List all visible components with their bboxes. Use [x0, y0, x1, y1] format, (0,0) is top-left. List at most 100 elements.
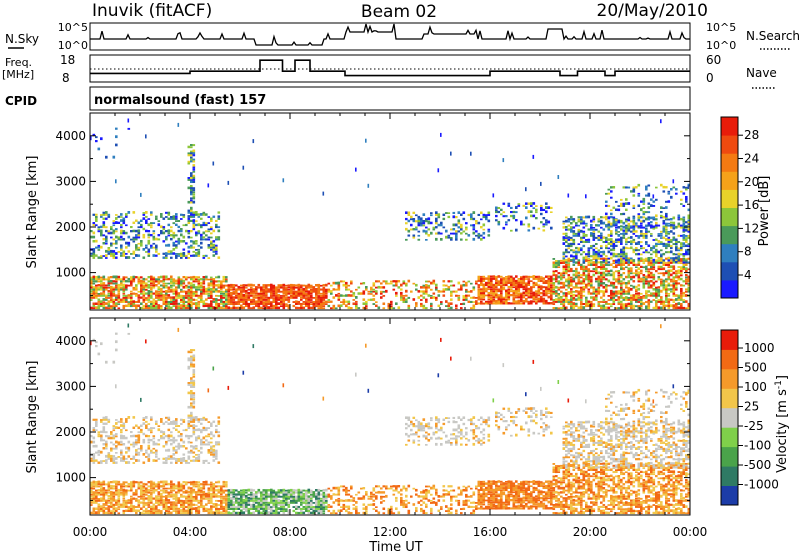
velocity-echo-cell	[112, 436, 116, 440]
power-echo-cell	[492, 296, 496, 299]
nsky-label: N.Sky	[5, 32, 39, 46]
power-echo-cell	[200, 281, 203, 285]
power-echo-cell	[395, 295, 398, 297]
power-echo-cell	[570, 267, 573, 271]
power-echo-cell	[312, 302, 316, 305]
power-echo-cell	[425, 232, 428, 235]
power-echo-cell	[577, 248, 581, 252]
power-echo-cell	[217, 238, 221, 241]
power-echo-cell	[605, 270, 608, 273]
power-echo-cell	[342, 298, 346, 301]
power-echo-cell	[587, 284, 591, 287]
power-echo-cell	[180, 233, 183, 237]
power-echo-cell	[435, 287, 438, 291]
power-echo-cell	[122, 238, 126, 241]
power-echo-cell	[660, 235, 663, 237]
power-echo-cell	[655, 286, 658, 289]
power-echo-cell	[407, 234, 411, 237]
power-echo-cell	[672, 284, 676, 287]
power-echo-cell	[427, 221, 431, 225]
velocity-echo-cell	[120, 440, 123, 444]
power-echo-cell	[552, 299, 556, 301]
velocity-echo-cell	[152, 440, 156, 444]
power-echo-cell	[150, 286, 153, 289]
power-echo-cell	[102, 306, 106, 310]
power-echo-cell	[120, 238, 123, 241]
power-echo-cell	[95, 216, 98, 218]
power-echo-cell	[187, 298, 191, 301]
power-echo-cell	[305, 287, 308, 291]
power-echo-cell	[682, 295, 686, 297]
power-echo-cell	[630, 242, 633, 246]
power-echo-cell	[162, 298, 166, 301]
power-echo-cell	[112, 294, 116, 297]
power-echo-cell	[215, 300, 218, 303]
power-echo-cell	[317, 304, 321, 307]
power-echo-cell	[610, 232, 613, 235]
power-echo-cell	[192, 170, 196, 173]
power-echo-cell	[637, 292, 641, 295]
power-echo-cell	[302, 301, 306, 303]
power-echo-cell	[560, 307, 563, 310]
velocity-echo-cell	[110, 492, 113, 496]
colorbar-segment	[721, 189, 738, 208]
power-echo-cell	[460, 307, 463, 310]
power-echo-cell	[265, 288, 268, 291]
velocity-echo-cell	[150, 429, 153, 432]
velocity-echo-cell	[160, 512, 163, 515]
power-echo-cell	[602, 236, 606, 239]
power-echo-cell	[542, 217, 546, 220]
power-echo-cell	[415, 304, 418, 308]
power-echo-cell	[312, 301, 316, 303]
velocity-echo-cell	[147, 511, 151, 515]
power-echo-cell	[382, 307, 386, 310]
velocity-echo-cell	[170, 431, 173, 434]
power-echo-cell	[632, 204, 636, 207]
power-echo-cell	[142, 292, 146, 295]
power-echo-cell	[547, 206, 551, 209]
power-echo-cell	[552, 277, 556, 281]
power-echo-cell	[687, 306, 691, 310]
velocity-echo-cell	[92, 453, 96, 456]
power-echo-cell	[282, 286, 286, 289]
power-echo-cell	[217, 275, 221, 279]
power-echo-cell	[627, 216, 631, 220]
colorbar-segment	[721, 153, 738, 172]
velocity-echo-cell	[175, 493, 178, 496]
power-echo-cell	[230, 296, 233, 299]
power-echo-cell	[162, 296, 166, 299]
power-echo-cell	[172, 215, 176, 218]
velocity-echo-cell	[147, 497, 151, 500]
velocity-echo-cell	[145, 488, 148, 492]
velocity-echo-cell	[165, 442, 168, 446]
power-echo-cell	[502, 282, 506, 284]
power-echo-cell	[562, 226, 566, 229]
velocity-echo-cell	[102, 491, 106, 494]
power-echo-cell	[215, 294, 218, 297]
power-echo-cell	[680, 294, 683, 297]
power-echo-cell	[670, 218, 673, 221]
power-echo-cell	[132, 240, 136, 243]
power-echo-cell	[500, 285, 503, 289]
velocity-echo-cell	[172, 422, 176, 425]
power-echo-cell	[280, 302, 283, 305]
velocity-echo-cell	[155, 442, 158, 446]
power-echo-cell	[582, 279, 586, 283]
power-echo-cell	[475, 230, 478, 233]
power-echo-cell	[562, 236, 566, 239]
power-echo-cell	[565, 255, 568, 258]
velocity-echo-cell	[170, 483, 173, 486]
power-echo-cell	[622, 257, 626, 260]
power-echo-cell	[607, 270, 611, 273]
power-echo-cell	[170, 217, 173, 220]
power-echo-cell	[627, 298, 631, 301]
velocity-echo-cell	[95, 444, 98, 448]
power-echo-cell	[407, 211, 411, 214]
power-echo-cell	[195, 276, 198, 279]
velocity-echo-cell	[165, 462, 168, 464]
power-echo-cell	[640, 300, 643, 303]
power-echo-cell	[262, 307, 266, 310]
power-echo-cell	[222, 275, 226, 279]
velocity-echo-cell	[120, 421, 123, 423]
power-echo-cell	[250, 300, 253, 303]
